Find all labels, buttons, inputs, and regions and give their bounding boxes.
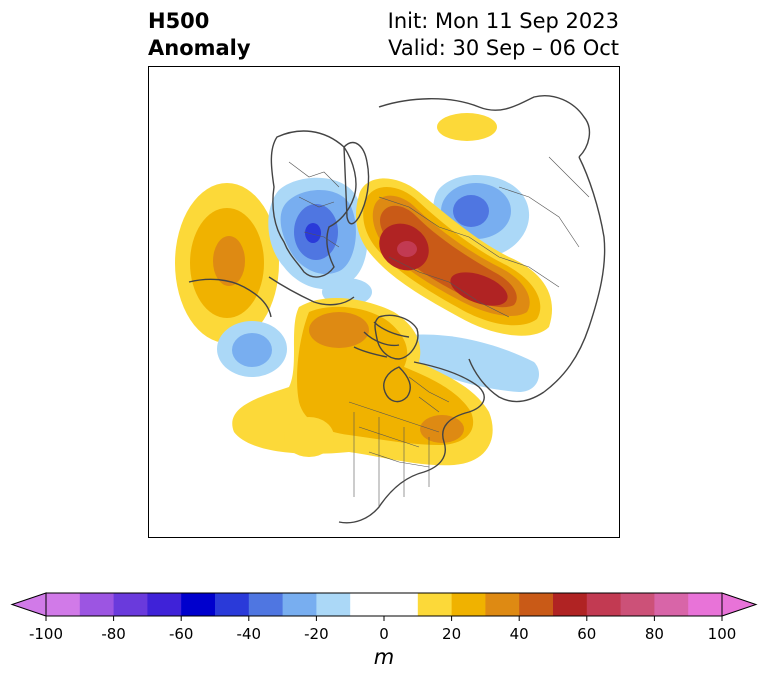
- colorbar-tick-label: 20: [442, 625, 462, 643]
- colorbar-segment: [485, 593, 520, 616]
- colorbar-tick-label: 80: [644, 625, 664, 643]
- colorbar-segment: [181, 593, 216, 616]
- anomaly-russia-pos-50b: [450, 272, 508, 306]
- colorbar-tick-label: -60: [168, 625, 194, 643]
- coast-alaska: [468, 358, 545, 403]
- coast-greenland: [374, 314, 419, 360]
- colorbar-segment: [654, 593, 689, 616]
- colorbar-segment: [519, 593, 554, 616]
- colorbar-tick-label: -20: [304, 625, 329, 643]
- valid-period: Valid: 30 Sep – 06 Oct: [388, 36, 619, 60]
- colorbar-segment: [79, 593, 115, 616]
- anomaly-russia-pos-60: [397, 241, 417, 257]
- colorbar-segment: [451, 593, 486, 616]
- anomaly-europe-neg-40: [305, 223, 321, 243]
- anomaly-usne-pos-30: [420, 415, 464, 443]
- colorbar-tick-label: -40: [236, 625, 262, 643]
- coast-scandinavia: [343, 142, 370, 225]
- anomaly-africa-pos: [284, 417, 334, 457]
- anomaly-atlantic-south-neg-20: [232, 333, 272, 367]
- coast-hudson-bay: [383, 366, 411, 403]
- coast-asia-east: [543, 156, 606, 393]
- colorbar: [10, 592, 758, 621]
- anomaly-shading: [175, 113, 553, 466]
- coast-africa: [188, 278, 272, 318]
- coast-siberia-north: [378, 95, 591, 158]
- borders: [288, 156, 590, 507]
- title-variable: H500: [148, 9, 210, 33]
- coast-mediterranean: [268, 276, 355, 306]
- colorbar-segment: [586, 593, 622, 616]
- colorbar-extend-low: [10, 592, 47, 617]
- colorbar-tick-label: -100: [28, 625, 64, 643]
- colorbar-tick-label: -80: [101, 625, 126, 643]
- colorbar-segment: [553, 593, 588, 616]
- colorbar-segment: [282, 593, 317, 616]
- coast-europe: [270, 130, 357, 278]
- title-field: Anomaly: [148, 36, 251, 60]
- colorbar-extend-high: [721, 592, 758, 617]
- colorbar-segment: [688, 593, 723, 616]
- colorbar-tick-label: 0: [379, 625, 389, 643]
- colorbar-tick-label: 40: [509, 625, 529, 643]
- anomaly-arctic-pos: [437, 113, 497, 141]
- colorbar-segment: [350, 593, 419, 616]
- colorbar-segment: [248, 593, 284, 616]
- anomaly-atlantic-40: [213, 236, 245, 286]
- anomaly-canada-pos-30: [309, 312, 369, 348]
- colorbar-segment: [113, 593, 148, 616]
- colorbar-segment: [147, 593, 182, 616]
- colorbar-tick-label: 100: [707, 625, 737, 643]
- coastlines: [188, 95, 606, 524]
- anomaly-siberia-neg-30: [453, 195, 489, 227]
- colorbar-segment: [417, 593, 453, 616]
- colorbar-segment: [46, 593, 81, 616]
- map-canvas: [175, 95, 606, 524]
- colorbar-segment: [316, 593, 351, 616]
- title-right: Init: Mon 11 Sep 2023 Valid: 30 Sep – 06…: [388, 8, 619, 62]
- colorbar-segment: [215, 593, 250, 616]
- colorbar-tick-label: 60: [577, 625, 597, 643]
- anomaly-map: [148, 66, 620, 538]
- colorbar-unit: m: [373, 645, 395, 669]
- coast-arctic-archipelago: [353, 321, 410, 358]
- init-time: Init: Mon 11 Sep 2023: [387, 9, 619, 33]
- colorbar-segment: [620, 593, 655, 616]
- title-left: H500 Anomaly: [148, 8, 251, 62]
